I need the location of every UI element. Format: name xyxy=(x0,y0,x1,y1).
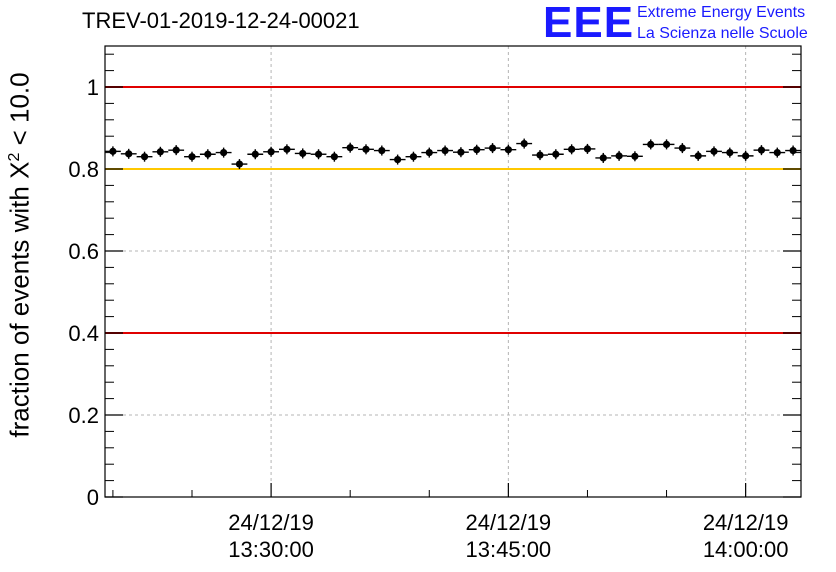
plot-frame xyxy=(104,45,802,498)
data-point-0-43 xyxy=(789,146,797,155)
data-point-0-14 xyxy=(330,153,338,161)
data-point-0-0 xyxy=(109,147,117,155)
data-point-0-32 xyxy=(615,152,623,160)
y-tick-label-4: 0.8 xyxy=(68,157,99,182)
data-point-0-10 xyxy=(267,148,275,156)
chart-title: TREV-01-2019-12-24-00021 xyxy=(82,8,360,33)
data-point-0-19 xyxy=(409,153,418,161)
data-point-0-25 xyxy=(504,146,512,154)
data-point-0-7 xyxy=(220,149,228,157)
grid-layer xyxy=(105,46,801,497)
x-tick-label-date-0: 24/12/19 xyxy=(228,510,314,535)
axes xyxy=(104,45,802,498)
data-point-0-24 xyxy=(488,144,497,152)
data-point-0-30 xyxy=(583,145,592,153)
data-point-0-17 xyxy=(378,146,386,155)
logo-mark: EEE xyxy=(543,0,635,47)
y-tick-label-3: 0.6 xyxy=(68,239,99,264)
reference-lines xyxy=(105,86,801,334)
data-point-0-1 xyxy=(125,150,133,158)
data-point-0-5 xyxy=(188,153,196,161)
data-point-0-29 xyxy=(568,145,576,153)
data-point-0-37 xyxy=(694,152,702,160)
data-point-0-22 xyxy=(457,148,465,156)
x-tick-label-time-2: 14:00:00 xyxy=(703,537,789,562)
data-point-0-35 xyxy=(662,140,671,148)
data-point-0-26 xyxy=(520,139,528,148)
data-point-0-42 xyxy=(773,149,781,157)
data-point-0-6 xyxy=(204,150,212,158)
data-point-0-41 xyxy=(757,146,766,154)
data-point-0-27 xyxy=(536,151,544,159)
y-tick-label-5: 1 xyxy=(87,75,99,100)
x-tick-label-date-2: 24/12/19 xyxy=(703,510,789,535)
data-point-0-4 xyxy=(172,146,180,154)
tick-labels: 00.20.40.60.8124/12/1913:30:0024/12/1913… xyxy=(68,75,788,562)
data-point-0-12 xyxy=(299,149,307,158)
data-point-0-38 xyxy=(710,147,718,155)
data-point-0-16 xyxy=(362,145,370,153)
logo-line-1: Extreme Energy Events xyxy=(637,4,806,21)
data-point-0-20 xyxy=(425,149,433,157)
data-point-0-13 xyxy=(314,150,323,158)
data-point-0-15 xyxy=(346,144,354,152)
data-point-0-21 xyxy=(441,146,449,155)
data-point-0-3 xyxy=(156,148,164,156)
x-tick-label-date-1: 24/12/19 xyxy=(466,510,552,535)
data-point-0-28 xyxy=(552,150,560,158)
data-point-0-9 xyxy=(251,150,259,158)
data-points xyxy=(105,138,801,170)
eee-logo: EEE Extreme Energy Events La Scienza nel… xyxy=(543,0,833,48)
data-point-0-34 xyxy=(647,140,655,148)
data-point-0-39 xyxy=(726,149,734,157)
data-point-0-40 xyxy=(742,152,750,160)
data-point-0-23 xyxy=(473,146,481,154)
data-point-0-33 xyxy=(631,152,639,160)
data-point-0-8 xyxy=(235,160,244,168)
logo-line-2: La Scienza nelle Scuole xyxy=(637,25,808,42)
y-tick-label-0: 0 xyxy=(87,485,99,510)
data-point-0-31 xyxy=(599,154,607,162)
x-tick-label-time-0: 13:30:00 xyxy=(228,537,314,562)
data-point-0-18 xyxy=(394,155,402,164)
y-tick-label-2: 0.4 xyxy=(68,321,99,346)
data-point-0-11 xyxy=(283,145,291,153)
y-tick-label-1: 0.2 xyxy=(68,403,99,428)
data-point-0-36 xyxy=(678,144,686,152)
data-point-0-2 xyxy=(140,153,149,161)
x-tick-label-time-1: 13:45:00 xyxy=(466,537,552,562)
